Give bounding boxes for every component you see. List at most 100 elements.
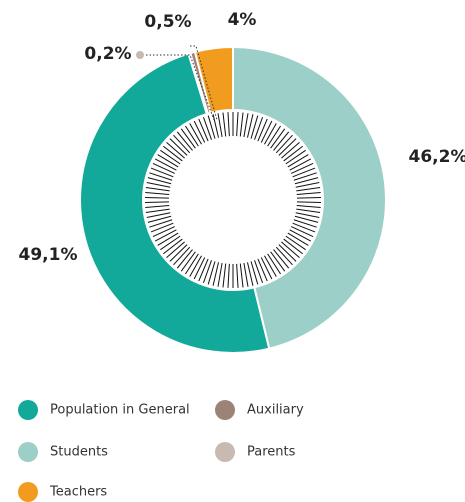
hatch	[145, 186, 170, 192]
hatch	[189, 123, 202, 145]
hatch	[150, 222, 174, 233]
leader	[190, 45, 218, 121]
leader	[146, 54, 215, 121]
hatch	[207, 115, 216, 139]
hatch	[295, 182, 320, 188]
slice	[78, 52, 271, 354]
slice	[193, 45, 234, 115]
hatch	[154, 158, 177, 171]
hatch	[212, 114, 219, 138]
hatch	[152, 162, 175, 174]
hatch	[294, 177, 319, 185]
hatch	[146, 182, 171, 188]
slice	[232, 45, 387, 350]
hatch	[212, 262, 219, 286]
hatch	[254, 116, 264, 140]
hatch	[275, 246, 293, 266]
hatch	[296, 208, 321, 214]
hatch	[176, 249, 193, 269]
hatch	[150, 167, 174, 178]
hatch	[202, 260, 212, 284]
hatch	[281, 141, 300, 159]
hatch	[273, 131, 290, 151]
hatch	[292, 222, 316, 233]
hatch	[273, 249, 290, 269]
hatch	[173, 246, 191, 266]
hatch	[278, 244, 297, 262]
value-label: 46,2%	[409, 147, 465, 167]
value-label: 4%	[228, 10, 257, 30]
leader-dot	[136, 51, 144, 59]
hatch	[147, 177, 172, 185]
hatch	[250, 261, 259, 285]
hatch	[222, 263, 227, 288]
legend-label: Teachers	[49, 485, 107, 500]
hatch	[145, 191, 170, 196]
hatch	[264, 123, 277, 145]
hatch	[145, 204, 170, 209]
hatch	[145, 201, 170, 204]
hatch	[239, 112, 244, 137]
hatch	[157, 232, 179, 246]
legend-label: Parents	[247, 445, 296, 460]
hatch	[270, 251, 286, 272]
legend-swatch	[215, 442, 235, 462]
hatch	[292, 167, 316, 178]
value-label: 0,5%	[144, 12, 191, 32]
hatch	[283, 145, 303, 162]
hatch	[146, 212, 171, 218]
hatch	[217, 113, 223, 138]
hatch	[260, 120, 273, 143]
hatch	[285, 149, 306, 165]
legend-swatch	[215, 400, 235, 420]
hatch	[270, 128, 286, 149]
hatch	[296, 186, 321, 192]
hatch	[236, 112, 239, 137]
hatch	[296, 201, 321, 204]
hatch	[147, 215, 172, 223]
hatch	[166, 241, 185, 259]
hatch	[267, 125, 281, 147]
hatch	[145, 208, 170, 214]
hatch	[180, 251, 196, 272]
hatch	[247, 114, 254, 138]
hatch	[160, 235, 181, 251]
hatch	[283, 238, 303, 255]
hatch	[236, 263, 239, 288]
hatch	[169, 244, 188, 262]
legend-swatch	[18, 442, 38, 462]
hatch	[294, 215, 319, 223]
hatch	[193, 257, 206, 280]
hatch	[257, 258, 268, 282]
hatch	[163, 238, 183, 255]
hatch	[198, 118, 209, 142]
hatch	[207, 261, 216, 285]
hatch	[222, 112, 227, 137]
hatch	[189, 255, 202, 277]
hatch	[176, 131, 193, 151]
hatch	[227, 112, 230, 137]
hatch	[291, 226, 314, 238]
value-label: 0,2%	[84, 44, 131, 64]
hatch	[295, 212, 320, 218]
hatch	[281, 241, 300, 259]
hatch	[287, 232, 309, 246]
hatch	[257, 118, 268, 142]
hatch	[293, 219, 317, 228]
hatch	[198, 258, 209, 282]
hatch	[157, 154, 179, 168]
hatch	[296, 196, 321, 199]
hatch	[163, 145, 183, 162]
hatch	[145, 196, 170, 199]
hatch	[291, 162, 314, 174]
hatch	[254, 260, 264, 284]
hatch	[287, 154, 309, 168]
value-label: 49,1%	[19, 245, 78, 265]
hatch	[227, 263, 230, 288]
hatch	[285, 235, 306, 251]
hatch	[247, 262, 254, 286]
hatch	[267, 253, 281, 275]
hatch	[149, 172, 173, 181]
hatch	[250, 115, 259, 139]
